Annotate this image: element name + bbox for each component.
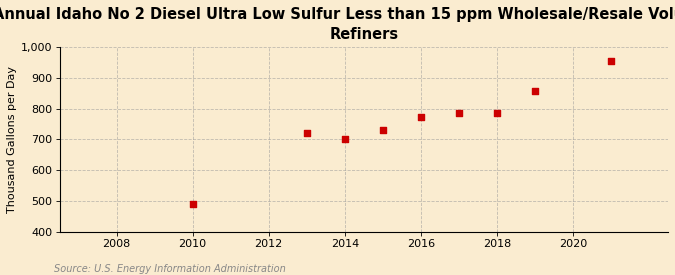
Point <box>187 202 198 206</box>
Title: Annual Idaho No 2 Diesel Ultra Low Sulfur Less than 15 ppm Wholesale/Resale Volu: Annual Idaho No 2 Diesel Ultra Low Sulfu… <box>0 7 675 42</box>
Point <box>491 111 502 116</box>
Point <box>301 131 312 136</box>
Y-axis label: Thousand Gallons per Day: Thousand Gallons per Day <box>7 66 17 213</box>
Text: Source: U.S. Energy Information Administration: Source: U.S. Energy Information Administ… <box>54 264 286 274</box>
Point <box>605 59 616 63</box>
Point <box>454 111 464 116</box>
Point <box>415 115 426 119</box>
Point <box>530 89 541 93</box>
Point <box>377 128 388 133</box>
Point <box>340 137 350 141</box>
